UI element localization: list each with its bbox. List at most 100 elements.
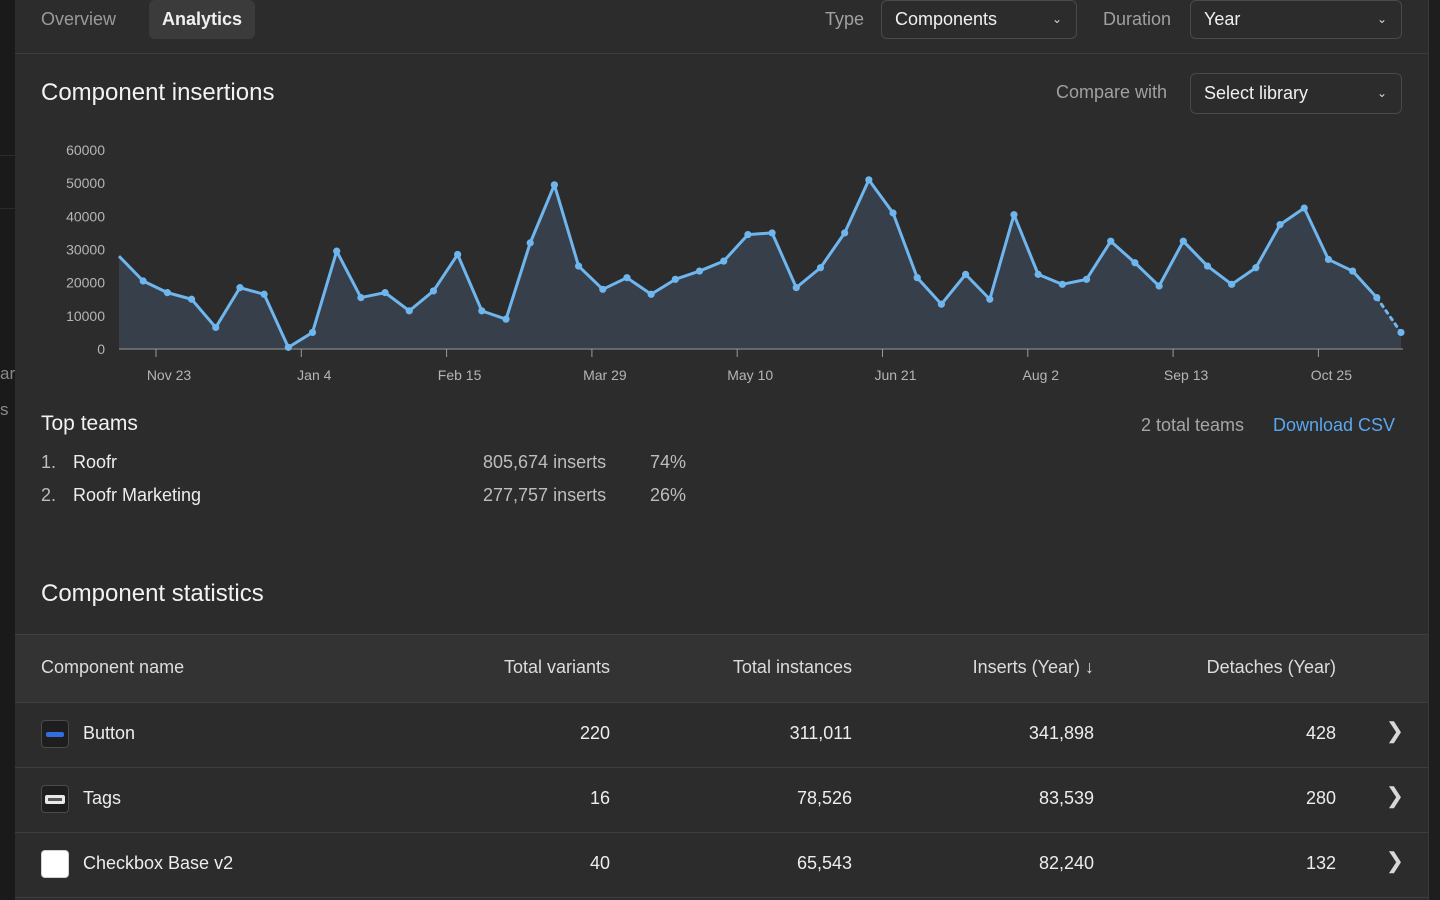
data-point bbox=[574, 262, 583, 270]
data-point bbox=[1082, 275, 1091, 283]
total-instances: 78,526 bbox=[796, 788, 852, 808]
detaches-year: 428 bbox=[1305, 723, 1336, 743]
component-name: Button bbox=[83, 723, 136, 743]
x-axis-tick-label: Oct 25 bbox=[1311, 367, 1352, 383]
team-name: Roofr Marketing bbox=[73, 485, 202, 505]
data-point bbox=[1010, 211, 1018, 219]
tab-overview[interactable]: Overview bbox=[41, 9, 117, 29]
duration-filter-label: Duration bbox=[1103, 9, 1172, 29]
detaches-year: 280 bbox=[1305, 788, 1336, 808]
x-axis-tick-label: Jun 21 bbox=[874, 367, 916, 383]
column-header-variants[interactable]: Total variants bbox=[503, 657, 610, 677]
total-instances: 65,543 bbox=[796, 853, 852, 873]
y-axis-tick-label: 50000 bbox=[66, 175, 105, 191]
data-point bbox=[744, 230, 752, 239]
x-axis-tick-label: Mar 29 bbox=[583, 367, 627, 383]
data-point bbox=[647, 290, 655, 298]
data-point bbox=[865, 176, 873, 184]
x-axis-tick-label: May 10 bbox=[727, 367, 773, 383]
insertions-chart: 60000 50000 40000 30000 20000 10000 0 Nov 23 Jan… bbox=[66, 142, 1405, 383]
table-row[interactable]: Checkbox Base v2 40 65,543 82,240 132 ❯ bbox=[15, 832, 1428, 898]
download-csv-link[interactable]: Download CSV bbox=[1273, 415, 1396, 435]
total-variants: 16 bbox=[589, 788, 610, 808]
data-point bbox=[284, 343, 292, 351]
column-header-inserts-sorted[interactable]: Inserts (Year) ↓ bbox=[972, 657, 1094, 677]
team-inserts: 805,674 inserts bbox=[483, 452, 607, 472]
team-inserts: 277,757 inserts bbox=[483, 485, 607, 505]
component-statistics-title: Component statistics bbox=[41, 580, 264, 607]
data-point bbox=[1324, 255, 1333, 264]
data-point bbox=[623, 274, 631, 282]
insertions-title: Component insertions bbox=[41, 79, 275, 106]
data-point bbox=[429, 287, 438, 295]
chevron-down-icon: ⌄ bbox=[1376, 12, 1387, 26]
data-point bbox=[841, 229, 849, 237]
data-point bbox=[308, 328, 317, 337]
stats-table-header: Component name Total variants Total inst… bbox=[15, 634, 1428, 703]
team-rank: 1. bbox=[41, 452, 57, 472]
type-filter-label: Type bbox=[825, 9, 865, 29]
component-name: Checkbox Base v2 bbox=[83, 853, 234, 873]
type-select[interactable]: Components ⌄ bbox=[881, 0, 1077, 39]
duration-select-value: Year bbox=[1204, 9, 1241, 29]
data-point bbox=[357, 293, 365, 302]
column-header-name[interactable]: Component name bbox=[41, 657, 185, 677]
data-point bbox=[405, 307, 413, 315]
data-point bbox=[1058, 280, 1066, 288]
team-percent: 74% bbox=[650, 452, 687, 472]
y-axis-tick-label: 30000 bbox=[66, 242, 105, 258]
table-row[interactable]: Tags 16 78,526 83,539 280 ❯ bbox=[15, 767, 1428, 833]
total-teams-count: 2 total teams bbox=[1141, 415, 1245, 435]
team-name: Roofr bbox=[73, 452, 118, 472]
team-row: 2. Roofr Marketing 277,757 inserts 26% bbox=[41, 485, 721, 515]
checkbox-thumbnail-icon bbox=[41, 850, 69, 878]
table-row[interactable]: Button 220 311,011 341,898 428 ❯ bbox=[15, 702, 1428, 768]
total-instances: 311,011 bbox=[789, 723, 852, 743]
data-point bbox=[212, 323, 220, 332]
duration-select[interactable]: Year ⌄ bbox=[1190, 0, 1402, 39]
data-point bbox=[1373, 293, 1381, 302]
data-point bbox=[671, 275, 679, 283]
area-fill bbox=[119, 179, 1401, 349]
data-point bbox=[889, 209, 897, 217]
tags-thumbnail-icon bbox=[41, 785, 69, 813]
total-variants: 40 bbox=[589, 853, 610, 873]
total-variants: 220 bbox=[579, 723, 610, 743]
data-point bbox=[260, 290, 268, 298]
data-point bbox=[720, 257, 728, 265]
data-point bbox=[1179, 237, 1187, 245]
data-point bbox=[913, 274, 921, 282]
data-point bbox=[139, 277, 147, 285]
series-line-projection bbox=[1375, 296, 1403, 334]
top-bar: Overview Analytics Type Components ⌄ Dur… bbox=[15, 0, 1428, 54]
chevron-down-icon: ⌄ bbox=[1051, 12, 1062, 26]
chevron-right-icon[interactable]: ❯ bbox=[1385, 783, 1404, 808]
data-point bbox=[478, 307, 486, 315]
data-point bbox=[187, 295, 196, 303]
data-point bbox=[381, 289, 389, 297]
y-axis-tick-label: 40000 bbox=[66, 208, 105, 224]
inserts-year: 82,240 bbox=[1038, 853, 1094, 873]
y-axis-tick-label: 20000 bbox=[66, 275, 105, 291]
compare-with-label: Compare with bbox=[1056, 82, 1168, 102]
column-header-instances[interactable]: Total instances bbox=[732, 657, 852, 677]
analytics-panel: Overview Analytics Type Components ⌄ Dur… bbox=[15, 0, 1429, 900]
column-header-detaches[interactable]: Detaches (Year) bbox=[1206, 657, 1336, 677]
data-point bbox=[1397, 328, 1405, 337]
compare-library-select[interactable]: Select library ⌄ bbox=[1190, 73, 1402, 114]
left-sidebar-edge: ar s bbox=[0, 0, 15, 900]
data-point bbox=[1034, 270, 1042, 278]
x-axis-tick-label: Jan 4 bbox=[297, 367, 331, 383]
tab-analytics[interactable]: Analytics bbox=[149, 0, 256, 39]
y-axis-tick-label: 10000 bbox=[66, 308, 105, 324]
chevron-right-icon[interactable]: ❯ bbox=[1385, 718, 1404, 743]
inserts-year: 341,898 bbox=[1028, 723, 1094, 743]
compare-select-value: Select library bbox=[1204, 83, 1309, 103]
data-point bbox=[1252, 264, 1260, 272]
chevron-right-icon[interactable]: ❯ bbox=[1385, 848, 1404, 873]
sidebar-text-fragment: ar bbox=[0, 364, 16, 383]
data-point bbox=[1276, 221, 1284, 229]
team-row: 1. Roofr 805,674 inserts 74% bbox=[41, 452, 721, 482]
x-axis-tick-label: Nov 23 bbox=[147, 367, 192, 383]
detaches-year: 132 bbox=[1305, 853, 1336, 873]
